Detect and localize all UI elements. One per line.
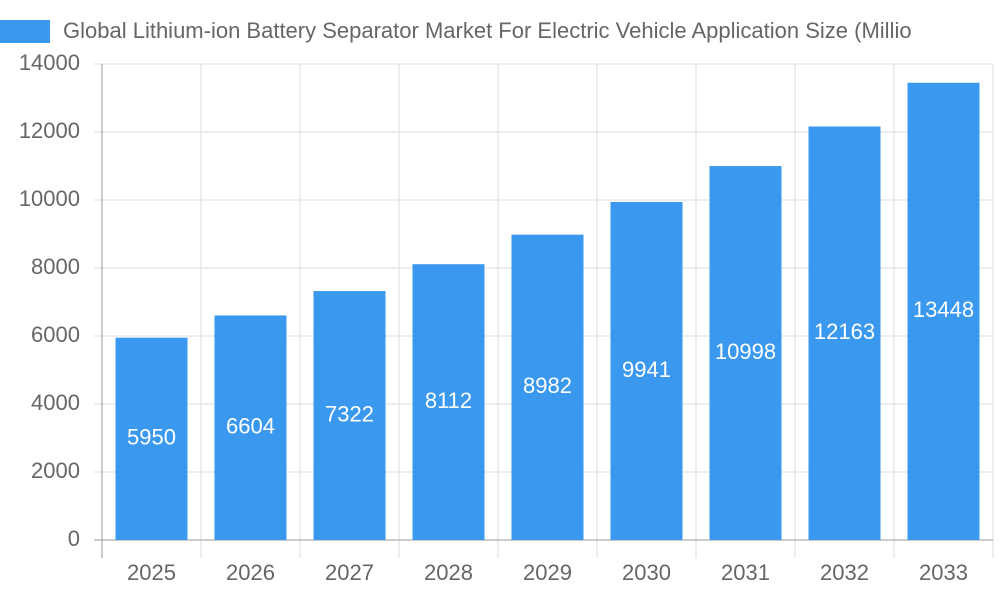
- x-tick-label: 2026: [226, 560, 275, 585]
- data-label: 13448: [913, 297, 974, 322]
- data-label: 8112: [425, 388, 472, 413]
- bar: [115, 337, 188, 540]
- y-tick-label: 10000: [19, 186, 80, 211]
- x-tick-label: 2031: [721, 560, 770, 585]
- legend-label: Global Lithium-ion Battery Separator Mar…: [63, 18, 912, 43]
- x-tick-label: 2030: [622, 560, 671, 585]
- x-tick-label: 2029: [523, 560, 572, 585]
- y-tick-label: 12000: [19, 118, 80, 143]
- y-tick-label: 14000: [19, 50, 80, 75]
- bar: [709, 166, 782, 540]
- x-tick-label: 2027: [325, 560, 374, 585]
- bar: [412, 264, 485, 540]
- bar: [313, 291, 386, 540]
- bar: [907, 82, 980, 540]
- bar: [511, 234, 584, 540]
- data-label: 7322: [325, 401, 374, 426]
- x-tick-label: 2028: [424, 560, 473, 585]
- labels: 0 2000 4000 6000 8000 10000 12000 14000 5950 6604…: [19, 50, 974, 585]
- data-label: 10998: [715, 339, 776, 364]
- x-tick-label: 2032: [820, 560, 869, 585]
- bar: [214, 315, 287, 540]
- y-tick-label: 8000: [31, 254, 80, 279]
- data-label: 5950: [127, 425, 176, 450]
- data-label: 8982: [523, 373, 572, 398]
- x-tick-label: 2033: [919, 560, 968, 585]
- bar: [808, 126, 881, 540]
- y-tick-label: 4000: [31, 390, 80, 415]
- bar: [610, 202, 683, 541]
- x-tick-label: 2025: [127, 560, 176, 585]
- y-tick-label: 6000: [31, 322, 80, 347]
- marks: [115, 82, 980, 541]
- y-tick-label: 0: [68, 526, 80, 551]
- y-tick-label: 2000: [31, 458, 80, 483]
- data-label: 6604: [226, 414, 275, 439]
- data-label: 12163: [814, 319, 875, 344]
- legend-swatch: [0, 20, 50, 43]
- data-label: 9941: [622, 357, 671, 382]
